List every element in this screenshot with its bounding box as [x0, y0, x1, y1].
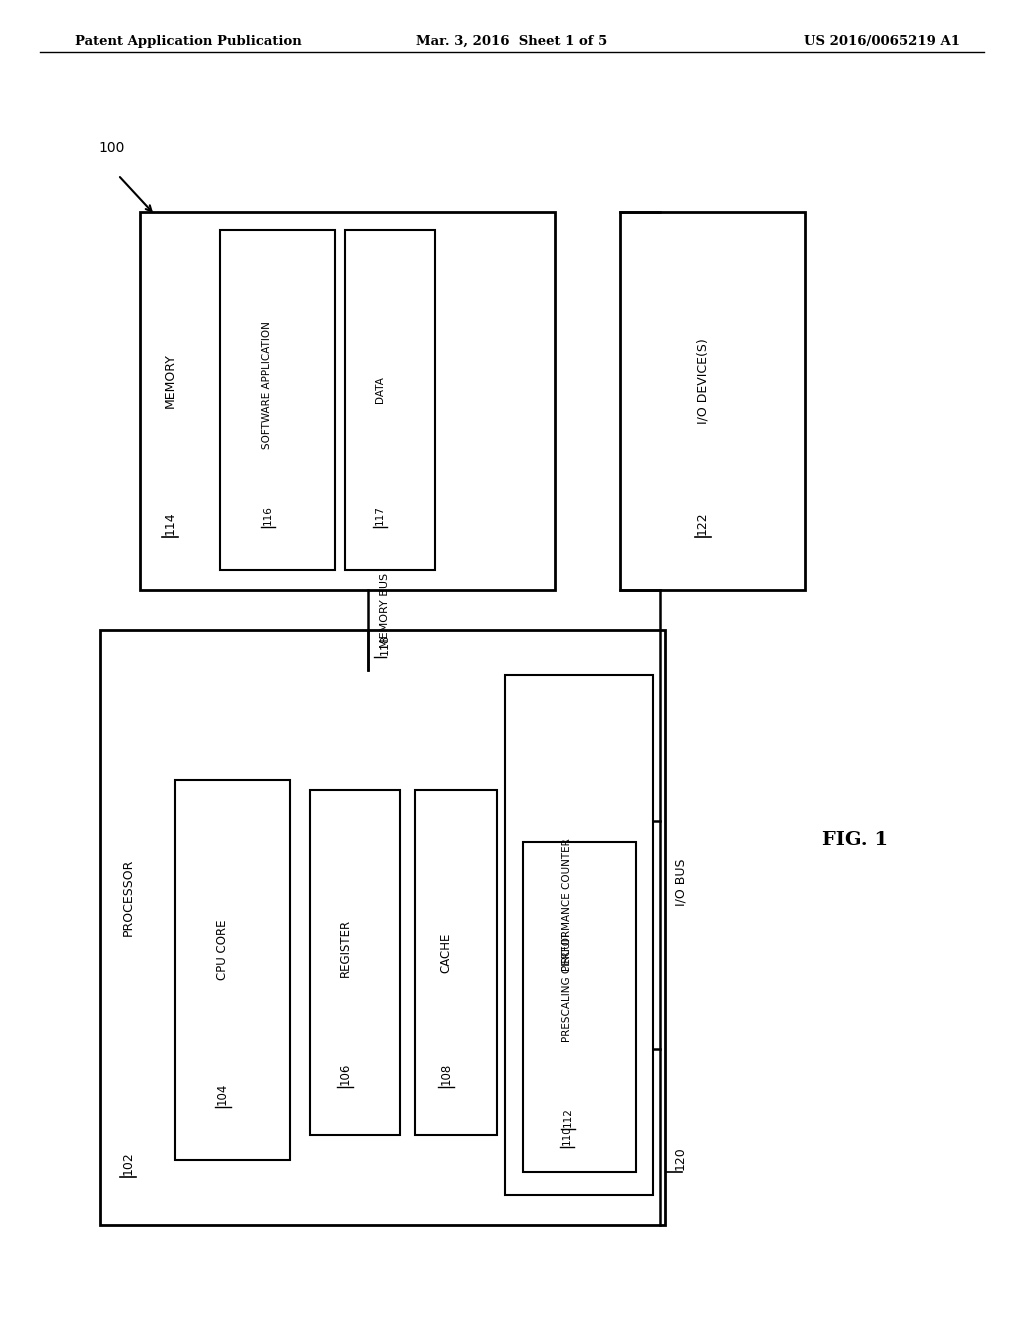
Text: 102: 102	[122, 1151, 134, 1175]
Text: Mar. 3, 2016  Sheet 1 of 5: Mar. 3, 2016 Sheet 1 of 5	[417, 36, 607, 48]
Text: MEMORY: MEMORY	[164, 354, 176, 408]
Text: 100: 100	[98, 141, 125, 154]
Text: FIG. 1: FIG. 1	[822, 832, 888, 849]
Text: 120: 120	[674, 1146, 687, 1170]
Bar	[100, 630, 665, 1225]
Text: 108: 108	[439, 1063, 453, 1085]
Text: Patent Application Publication: Patent Application Publication	[75, 36, 302, 48]
Text: PERFORMANCE COUNTER: PERFORMANCE COUNTER	[562, 838, 572, 972]
Bar	[345, 230, 435, 570]
Text: 117: 117	[375, 506, 385, 525]
Text: DATA: DATA	[375, 376, 385, 404]
Text: CACHE: CACHE	[439, 932, 453, 973]
Text: REGISTER: REGISTER	[339, 919, 351, 977]
Bar	[523, 842, 636, 1172]
Text: 106: 106	[339, 1063, 351, 1085]
Text: 118: 118	[380, 634, 389, 655]
Text: 110: 110	[562, 1125, 572, 1144]
Text: 112: 112	[562, 1107, 572, 1127]
Text: MEMORY BUS: MEMORY BUS	[380, 573, 389, 648]
Bar	[140, 213, 555, 590]
Text: US 2016/0065219 A1: US 2016/0065219 A1	[804, 36, 961, 48]
Bar	[620, 213, 805, 590]
Bar	[220, 230, 335, 570]
Bar	[505, 675, 653, 1195]
Text: SOFTWARE APPLICATION: SOFTWARE APPLICATION	[262, 321, 272, 449]
Text: 122: 122	[696, 511, 709, 535]
Text: I/O DEVICE(S): I/O DEVICE(S)	[696, 338, 709, 424]
Text: I/O BUS: I/O BUS	[674, 859, 687, 907]
Text: 116: 116	[262, 506, 272, 525]
Bar	[175, 780, 290, 1160]
Text: CPU CORE: CPU CORE	[216, 920, 229, 981]
Text: PROCESSOR: PROCESSOR	[122, 859, 134, 936]
Text: PRESCALING CIRCUIT: PRESCALING CIRCUIT	[562, 932, 572, 1041]
Text: 104: 104	[216, 1082, 229, 1105]
Bar	[415, 789, 497, 1135]
Bar	[310, 789, 400, 1135]
Text: 114: 114	[164, 511, 176, 535]
